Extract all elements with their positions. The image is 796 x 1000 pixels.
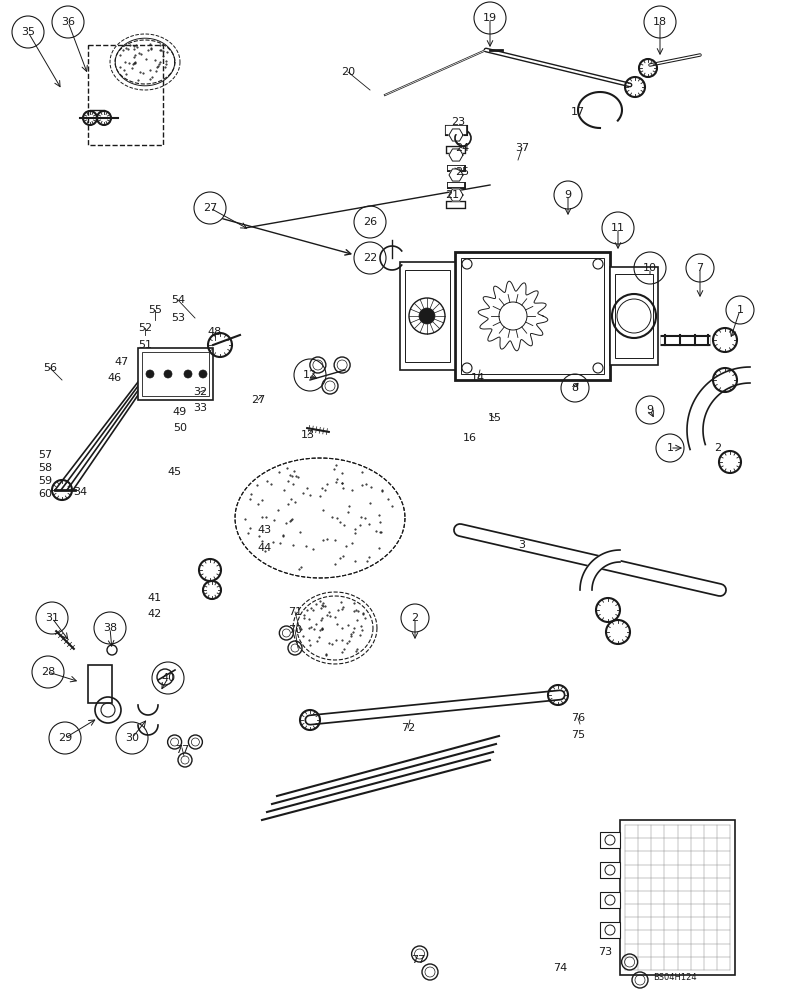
Text: 76: 76 [571,713,585,723]
Polygon shape [580,550,620,590]
Text: 51: 51 [138,340,152,350]
Text: 60: 60 [38,489,52,499]
Bar [610,267,658,365]
Text: 30: 30 [125,733,139,743]
Text: 34: 34 [73,487,87,497]
Text: 36: 36 [61,17,75,27]
Circle shape [164,370,172,378]
Text: 54: 54 [171,295,185,305]
Text: 37: 37 [515,143,529,153]
Text: 21: 21 [445,190,459,200]
Text: 75: 75 [571,730,585,740]
Text: 9: 9 [646,405,654,415]
Text: 35: 35 [21,27,35,37]
Text: 22: 22 [363,253,377,263]
Circle shape [184,370,192,378]
Text: 2: 2 [412,613,419,623]
Polygon shape [449,169,463,181]
Text: BS04H124: BS04H124 [654,974,696,982]
Text: 12: 12 [303,370,317,380]
Text: 45: 45 [168,467,182,477]
Text: 42: 42 [148,609,162,619]
Text: 24: 24 [455,143,469,153]
Bar [620,820,735,975]
Text: 27: 27 [251,395,265,405]
Text: 20: 20 [341,67,355,77]
Bar [455,252,610,380]
Bar [138,348,213,400]
Text: 27: 27 [203,203,217,213]
Text: 77: 77 [411,955,425,965]
Text: 55: 55 [148,305,162,315]
Text: 1: 1 [666,443,673,453]
Text: 17: 17 [571,107,585,117]
Text: 41: 41 [148,593,162,603]
Text: 70: 70 [288,625,302,635]
Text: 26: 26 [363,217,377,227]
Text: 57: 57 [38,450,52,460]
Text: 72: 72 [401,723,416,733]
Text: 74: 74 [553,963,567,973]
Bar [461,258,604,374]
Text: 59: 59 [38,476,52,486]
Text: 2: 2 [715,443,721,453]
Text: 47: 47 [115,357,129,367]
Bar [142,352,209,396]
Text: 31: 31 [45,613,59,623]
Text: 71: 71 [288,607,302,617]
Bar [600,892,620,908]
Circle shape [499,302,527,330]
Text: 43: 43 [258,525,272,535]
Text: 77: 77 [175,745,189,755]
Text: 38: 38 [103,623,117,633]
Polygon shape [449,189,463,201]
Text: 40: 40 [161,673,175,683]
Bar [600,862,620,878]
Bar [400,262,455,370]
Text: 19: 19 [483,13,497,23]
Text: 11: 11 [611,223,625,233]
Bar [88,665,112,703]
Text: 15: 15 [488,413,502,423]
Polygon shape [449,149,463,161]
Text: 52: 52 [138,323,152,333]
Text: 1: 1 [736,305,743,315]
Text: 8: 8 [572,383,579,393]
Bar [88,45,163,145]
Text: 3: 3 [518,540,525,550]
Bar [615,274,653,358]
Circle shape [199,370,207,378]
Text: 49: 49 [173,407,187,417]
Text: 58: 58 [38,463,52,473]
Bar [405,270,450,362]
Text: 29: 29 [58,733,72,743]
Text: 25: 25 [455,167,469,177]
Polygon shape [449,129,463,141]
Text: 9: 9 [564,190,572,200]
Text: 14: 14 [471,373,485,383]
Text: 33: 33 [193,403,207,413]
Text: 73: 73 [598,947,612,957]
Text: 44: 44 [258,543,272,553]
Text: 46: 46 [108,373,122,383]
Text: 56: 56 [43,363,57,373]
Polygon shape [478,281,548,351]
Text: 7: 7 [696,263,704,273]
Text: 48: 48 [208,327,222,337]
Text: 18: 18 [653,17,667,27]
Text: 10: 10 [643,263,657,273]
Bar [600,922,620,938]
Text: 53: 53 [171,313,185,323]
Circle shape [419,308,435,324]
Text: 32: 32 [193,387,207,397]
Circle shape [146,370,154,378]
Text: 28: 28 [41,667,55,677]
Text: 23: 23 [451,117,465,127]
Text: 13: 13 [301,430,315,440]
Text: 50: 50 [173,423,187,433]
Polygon shape [687,367,750,449]
Bar [600,832,620,848]
Text: 16: 16 [463,433,477,443]
